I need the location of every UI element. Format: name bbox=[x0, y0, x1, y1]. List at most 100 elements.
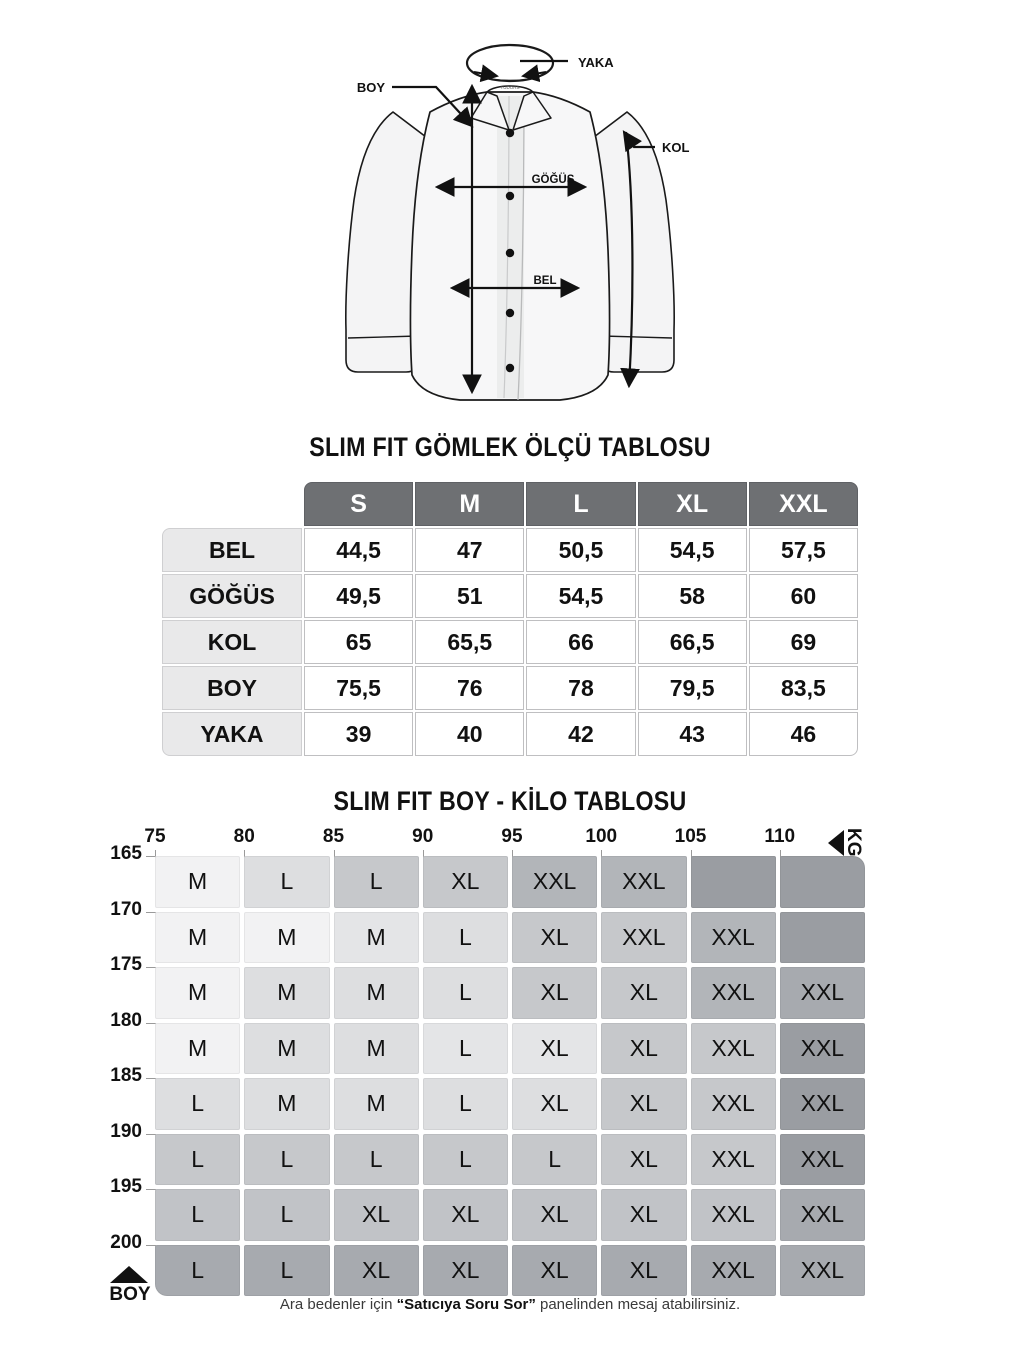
size-value-cell: 58 bbox=[637, 574, 747, 618]
kg-tick-mark bbox=[601, 850, 603, 859]
shirt-diagram: TUDORS YAKA BOY KOL bbox=[0, 0, 1020, 420]
size-value-cell: 66,5 bbox=[637, 620, 747, 664]
size-value-cell: 66 bbox=[526, 620, 636, 664]
matrix-cell-empty bbox=[690, 856, 776, 908]
boy-tick-label: 190 bbox=[110, 1120, 142, 1142]
matrix-cell-size: XL bbox=[333, 1244, 419, 1296]
boy-tick-label: 180 bbox=[110, 1009, 142, 1031]
kg-tick-label: 90 bbox=[412, 826, 434, 847]
boy-tick-label: 165 bbox=[110, 843, 142, 864]
bel-label: BEL bbox=[534, 275, 557, 287]
kol-label: KOL bbox=[662, 140, 690, 155]
size-row-label: KOL bbox=[162, 620, 302, 664]
size-value-cell: 79,5 bbox=[637, 666, 747, 710]
size-value-cell: 39 bbox=[304, 712, 414, 756]
matrix-cell-size: L bbox=[244, 1133, 330, 1185]
boy-kilo-matrix: 75 80 85 90 95 100 105 110 KG 165 170 175 180 185 19… bbox=[0, 826, 1020, 1326]
matrix-cell-size: M bbox=[244, 911, 330, 963]
kg-axis-arrow-group: KG bbox=[828, 826, 888, 862]
matrix-cell-size: XL bbox=[601, 1133, 687, 1185]
matrix-cell-size: L bbox=[422, 1133, 508, 1185]
table-row: KOL 65 65,5 66 66,5 69 bbox=[162, 620, 858, 664]
size-column-header-s: S bbox=[304, 482, 414, 526]
size-value-cell: 76 bbox=[415, 666, 525, 710]
gogus-measure: GÖĞÜS bbox=[434, 173, 588, 197]
matrix-cell-empty bbox=[779, 856, 865, 908]
gogus-label: GÖĞÜS bbox=[532, 173, 575, 186]
boy-axis-label: BOY bbox=[109, 1284, 151, 1305]
boy-tick-mark bbox=[146, 1078, 156, 1079]
matrix-cell-size: XL bbox=[422, 1189, 508, 1241]
matrix-cell-size: M bbox=[244, 1078, 330, 1130]
matrix-cell-size: XXL bbox=[690, 1244, 776, 1296]
matrix-cell-size: M bbox=[244, 967, 330, 1019]
boy-tick-mark bbox=[146, 967, 156, 968]
boy-label: BOY bbox=[357, 80, 386, 95]
matrix-grid: M L L XL XXL XXL M M M L XL XXL XXL M M M L XL XL XXL XXL M M M… bbox=[155, 856, 865, 1296]
kg-tick-mark bbox=[244, 850, 246, 859]
size-value-cell: 42 bbox=[526, 712, 636, 756]
matrix-cell-size: XXL bbox=[601, 911, 687, 963]
matrix-cell-size: XL bbox=[422, 856, 508, 908]
matrix-cell-size: XL bbox=[601, 1244, 687, 1296]
kg-axis: 75 80 85 90 95 100 105 110 bbox=[144, 826, 865, 862]
footer-prefix: Ara bedenler için bbox=[279, 1296, 397, 1313]
matrix-cell-size: XXL bbox=[779, 967, 865, 1019]
kg-tick-mark bbox=[779, 850, 781, 859]
yaka-callout: YAKA bbox=[473, 55, 614, 83]
size-table-body: BEL 44,5 47 50,5 54,5 57,5 GÖĞÜS 49,5 51 54,5 58 60… bbox=[162, 528, 858, 756]
kg-tick-label: 85 bbox=[322, 826, 345, 847]
table-row: YAKA 39 40 42 43 46 bbox=[162, 712, 858, 756]
matrix-cell-size: M bbox=[244, 1022, 330, 1074]
kg-tick-label: 105 bbox=[674, 826, 707, 847]
kg-arrow-icon bbox=[828, 830, 844, 856]
matrix-cell-size: M bbox=[155, 911, 241, 963]
kg-tick-label: 110 bbox=[764, 826, 796, 847]
matrix-cell-size: XXL bbox=[512, 856, 598, 908]
boy-tick-mark bbox=[146, 1189, 156, 1190]
size-value-cell: 49,5 bbox=[304, 574, 414, 618]
boy-tick-mark bbox=[146, 911, 156, 913]
matrix-cell-size: L bbox=[333, 1133, 419, 1185]
matrix-cell-size: L bbox=[155, 1189, 241, 1241]
size-column-header-xl: XL bbox=[637, 482, 747, 526]
size-value-cell: 60 bbox=[748, 574, 858, 618]
matrix-cell-size: M bbox=[333, 967, 419, 1019]
matrix-cell-size: XL bbox=[512, 1189, 598, 1241]
matrix-cell-size: XXL bbox=[690, 1078, 776, 1130]
size-value-cell: 40 bbox=[415, 712, 525, 756]
matrix-cell-size: XXL bbox=[779, 1189, 865, 1241]
matrix-cell-size: M bbox=[155, 856, 241, 908]
matrix-cell-size: XXL bbox=[779, 1133, 865, 1185]
footer-suffix: panelinden mesaj atabilirsiniz. bbox=[535, 1296, 741, 1313]
size-value-cell: 57,5 bbox=[748, 528, 858, 572]
boy-tick-label: 170 bbox=[110, 898, 142, 920]
matrix-cell-size: XL bbox=[512, 1244, 598, 1296]
matrix-cell-size: XXL bbox=[601, 856, 687, 908]
matrix-cell-size: L bbox=[333, 856, 419, 908]
matrix-cell-size: L bbox=[422, 967, 508, 1019]
table-row: BOY 75,5 76 78 79,5 83,5 bbox=[162, 666, 858, 710]
kg-tick-mark bbox=[155, 850, 156, 859]
size-value-cell: 43 bbox=[637, 712, 747, 756]
matrix-cell-size: L bbox=[512, 1133, 598, 1185]
matrix-cell-size: M bbox=[333, 1022, 419, 1074]
boy-callout: BOY bbox=[357, 80, 482, 395]
kg-tick-label: 75 bbox=[144, 826, 166, 847]
footer-note: Ara bedenler için “Satıcıya Soru Sor” pa… bbox=[0, 1296, 1020, 1313]
matrix-cell-size: L bbox=[422, 1078, 508, 1130]
matrix-cell-size: XXL bbox=[779, 1022, 865, 1074]
matrix-cell-size: M bbox=[333, 911, 419, 963]
matrix-cell-size: XL bbox=[601, 1022, 687, 1074]
kg-axis-label: KG bbox=[843, 828, 864, 857]
size-row-label: BEL bbox=[162, 528, 302, 572]
matrix-cell-size: XXL bbox=[779, 1244, 865, 1296]
matrix-cell-size: XL bbox=[512, 911, 598, 963]
matrix-cell-size: M bbox=[155, 1022, 241, 1074]
size-value-cell: 47 bbox=[415, 528, 525, 572]
table-row: BEL 44,5 47 50,5 54,5 57,5 bbox=[162, 528, 858, 572]
size-column-header-m: M bbox=[415, 482, 525, 526]
boy-tick-mark bbox=[146, 1133, 156, 1135]
size-table: S M L XL XXL BEL 44,5 47 50,5 54,5 57,5 GÖĞÜS 49,5 5… bbox=[160, 480, 860, 758]
matrix-cell-empty bbox=[779, 911, 865, 963]
